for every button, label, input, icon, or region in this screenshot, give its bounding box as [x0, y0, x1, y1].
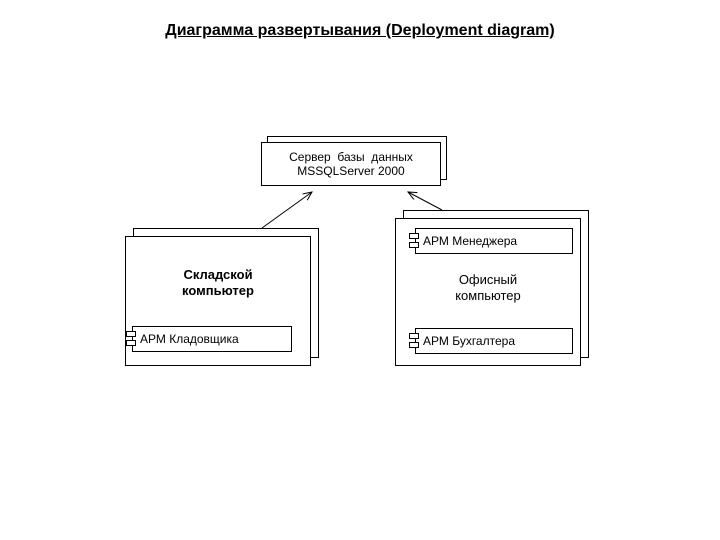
component-arm-menedzhera-tab1 — [409, 233, 419, 239]
component-arm-kladovshchika-tab2 — [126, 340, 136, 346]
deployment-diagram: { "title": { "text": "Диаграмма разверты… — [0, 0, 720, 540]
component-arm-kladovshchika-label: АРМ Кладовщика — [140, 332, 292, 346]
component-arm-bukhgaltera-label: АРМ Бухгалтера — [423, 334, 573, 348]
component-arm-menedzhera-tab2 — [409, 242, 419, 248]
node-office-label: Офисный компьютер — [395, 272, 581, 303]
component-arm-kladovshchika-tab1 — [126, 331, 136, 337]
edges-layer — [0, 0, 720, 540]
edge-office-server — [408, 192, 442, 210]
edge-warehouse-server — [262, 192, 312, 228]
diagram-title: Диаграмма развертывания (Deployment diag… — [0, 22, 720, 40]
component-arm-bukhgaltera-tab1 — [409, 333, 419, 339]
node-warehouse-label: Складской компьютер — [125, 267, 311, 298]
component-arm-menedzhera-label: АРМ Менеджера — [423, 234, 573, 248]
component-arm-bukhgaltera-tab2 — [409, 342, 419, 348]
node-server-label: Сервер базы данных MSSQLServer 2000 — [261, 150, 441, 179]
